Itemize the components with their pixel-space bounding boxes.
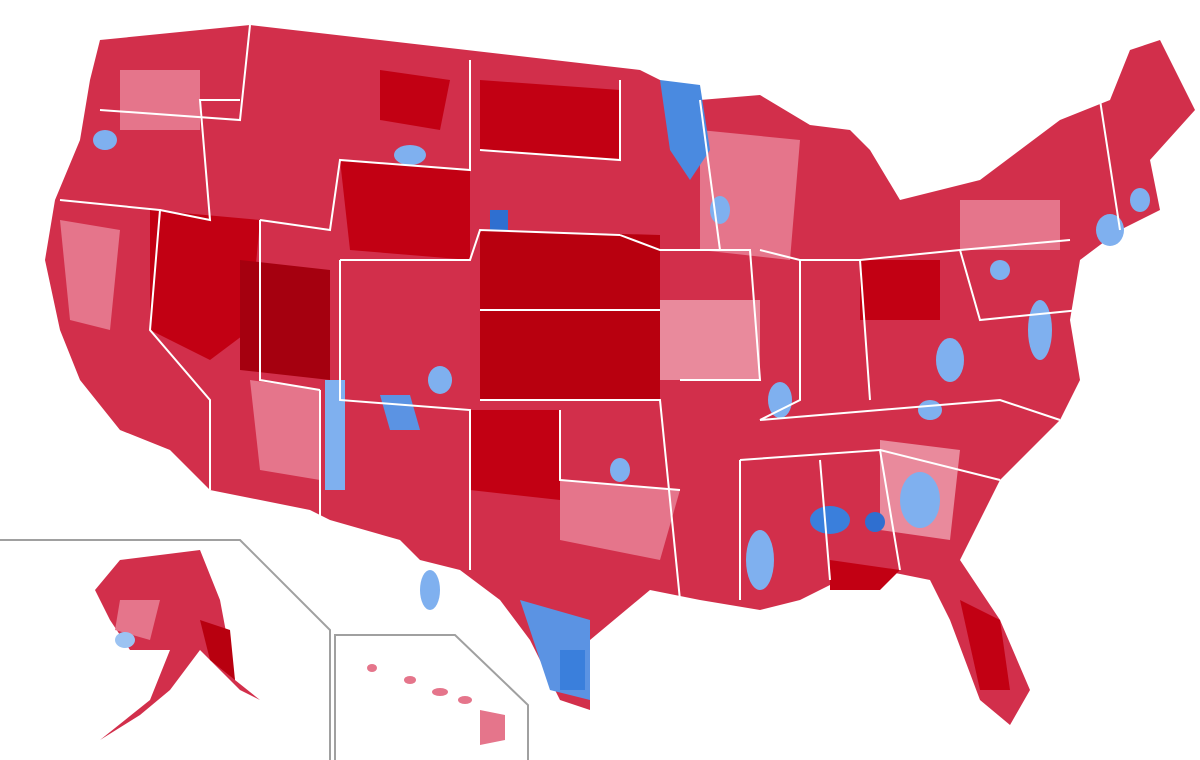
alaska-blue: [115, 632, 135, 648]
strong-red-regions: [150, 70, 1010, 690]
inset-frames: [0, 539, 529, 760]
state-borders: [59, 24, 1121, 601]
alaska-dark: [200, 620, 235, 680]
light-red-regions: [60, 70, 1060, 560]
alaska-light: [115, 600, 160, 640]
hawaii: [367, 664, 505, 745]
alaska: [95, 550, 260, 740]
